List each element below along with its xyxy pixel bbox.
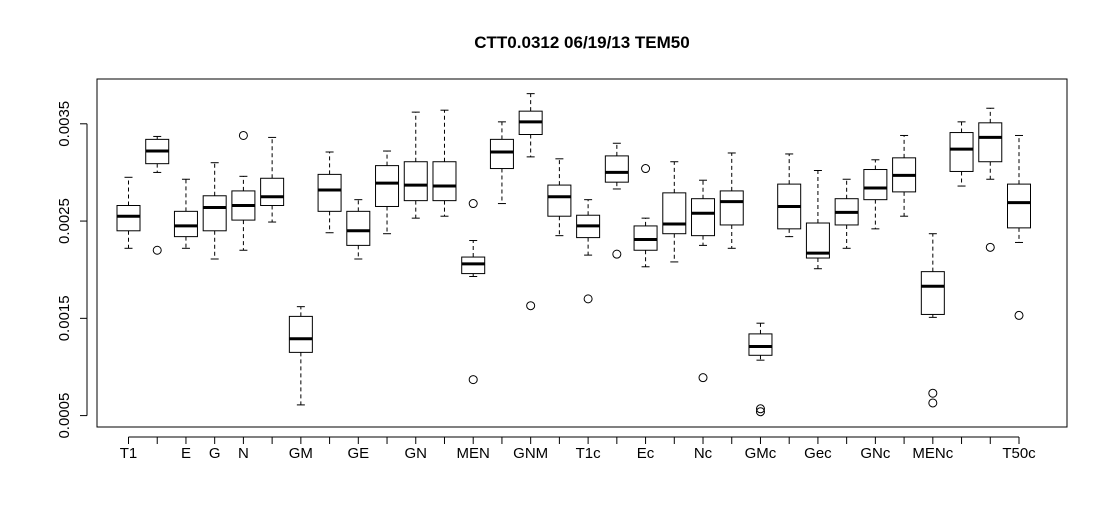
x-tick-label: T50c [1002, 445, 1036, 462]
box-25 [805, 169, 830, 270]
box-4 [202, 162, 227, 260]
box-body [662, 192, 687, 235]
box-1 [116, 176, 141, 249]
box-29 [920, 233, 945, 408]
x-tick-label: GNc [860, 445, 891, 462]
box-body [1007, 183, 1031, 229]
box-15 [518, 93, 543, 311]
box-body [489, 138, 514, 170]
plot-frame [96, 78, 1068, 428]
box-body [719, 190, 744, 226]
box-body [260, 177, 285, 207]
outlier-point [612, 249, 622, 259]
box-14 [489, 121, 514, 205]
y-tick-label: 0.0025 [56, 198, 73, 244]
box-body [432, 161, 457, 202]
box-6 [260, 136, 285, 223]
y-tick-label: 0.0015 [56, 295, 73, 341]
box-32 [1007, 134, 1031, 320]
box-body [863, 169, 888, 201]
x-tick-label: GMc [745, 445, 777, 462]
outlier-point [928, 388, 938, 398]
box-body [288, 315, 313, 353]
x-tick-label: MENc [912, 445, 953, 462]
box-9 [346, 199, 371, 260]
box-12 [432, 109, 457, 217]
box-5 [231, 130, 256, 251]
box-body [375, 165, 400, 207]
box-body [691, 198, 716, 237]
box-body [805, 222, 830, 259]
box-body [202, 195, 227, 232]
box-7 [288, 306, 313, 406]
outlier-point [641, 164, 651, 174]
outlier-point [985, 242, 995, 252]
outlier-point [755, 404, 765, 414]
y-tick-label: 0.0035 [56, 101, 73, 147]
x-tick-label: G [209, 445, 221, 462]
outlier-point [152, 245, 162, 255]
x-tick-label: T1 [120, 445, 138, 462]
box-19 [633, 164, 658, 268]
outlier-point [583, 294, 593, 304]
x-tick-label: Nc [694, 445, 713, 462]
box-11 [403, 111, 428, 219]
box-21 [691, 179, 716, 383]
box-16 [547, 158, 572, 237]
box-13 [461, 199, 486, 385]
box-18 [604, 142, 629, 259]
box-body [604, 155, 629, 183]
x-tick-label: Gec [804, 445, 832, 462]
box-22 [719, 152, 744, 249]
box-body [116, 205, 141, 232]
box-8 [317, 151, 342, 234]
x-tick-label: GNM [513, 445, 548, 462]
y-axis: 0.0005 0.0015 0.0025 0.0035 [56, 101, 88, 439]
boxes-layer [116, 93, 1031, 417]
x-tick-label: GE [347, 445, 369, 462]
box-2 [145, 135, 170, 255]
outlier-point [468, 375, 478, 385]
box-24 [777, 153, 802, 238]
x-tick-label: Ec [637, 445, 655, 462]
x-tick-label: N [238, 445, 249, 462]
box-body [403, 161, 428, 202]
outlier-point [698, 373, 708, 383]
x-axis: T1 E G N GM GE GN MEN GNM T1c Ec Nc GMc Gec GNc MENc T50… [120, 436, 1036, 462]
box-body [173, 210, 198, 238]
box-23 [748, 322, 773, 417]
box-body [949, 132, 974, 172]
box-30 [949, 121, 974, 187]
x-tick-label: T1c [576, 445, 602, 462]
box-27 [863, 159, 888, 230]
outlier-point [468, 199, 478, 209]
x-tick-label: GM [289, 445, 313, 462]
x-tick-label: GN [405, 445, 428, 462]
box-body [748, 333, 773, 356]
box-3 [173, 178, 198, 249]
outlier-point [526, 301, 536, 311]
x-tick-label: MEN [457, 445, 490, 462]
box-31 [978, 107, 1003, 252]
x-tick-label: E [181, 445, 191, 462]
outlier-point [755, 407, 765, 417]
box-body [920, 271, 945, 315]
box-body [978, 122, 1003, 163]
outlier-point [928, 398, 938, 408]
chart-title: CTT0.0312 06/19/13 TEM50 [474, 33, 689, 52]
outlier-point [1014, 310, 1024, 320]
box-17 [576, 199, 601, 304]
box-26 [834, 178, 859, 249]
box-10 [375, 150, 400, 235]
box-28 [892, 134, 917, 217]
outlier-point [238, 130, 248, 140]
box-body [346, 210, 371, 246]
y-tick-label: 0.0005 [56, 393, 73, 439]
box-body [547, 184, 572, 217]
box-body [317, 173, 342, 212]
box-20 [662, 161, 687, 263]
